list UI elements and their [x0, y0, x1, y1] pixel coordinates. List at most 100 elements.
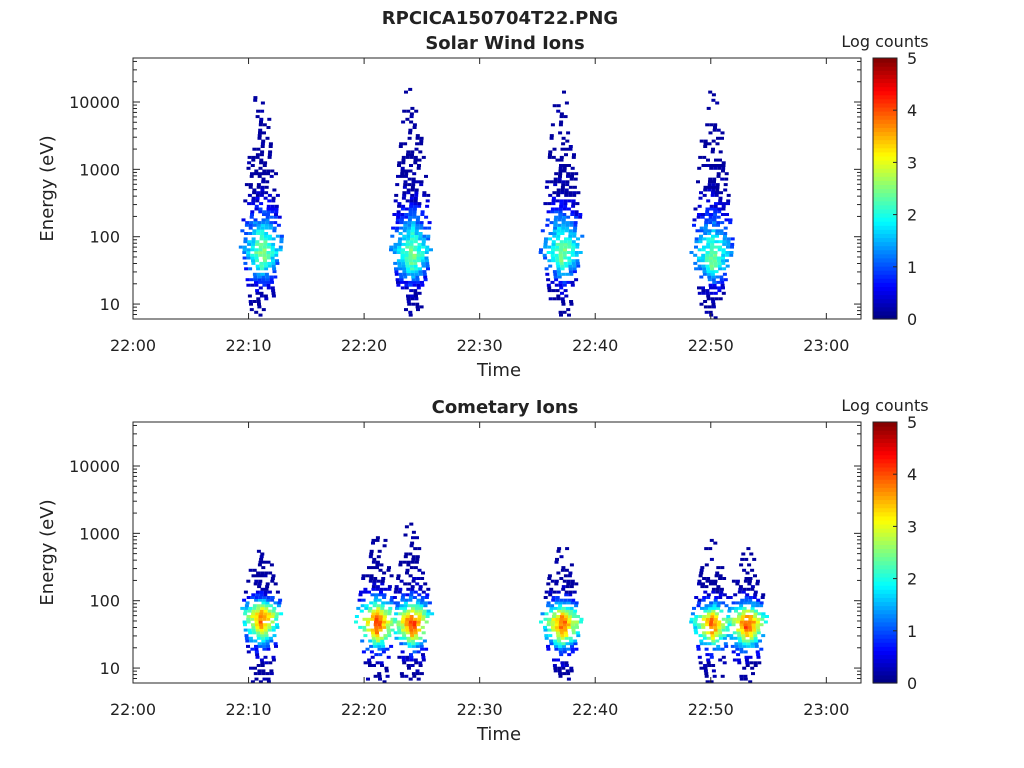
colorbar-segment	[873, 536, 897, 541]
spectrogram-cell	[417, 547, 422, 551]
spectrogram-cell	[553, 606, 558, 610]
spectrogram-cell	[699, 571, 704, 575]
spectrogram-cell	[547, 628, 552, 632]
spectrogram-cell	[556, 634, 561, 638]
spectrogram-cell	[700, 215, 705, 219]
spectrogram-cell	[571, 620, 575, 624]
spectrogram-cell	[701, 248, 706, 252]
spectrogram-cell	[371, 560, 376, 564]
spectrogram-cell	[259, 261, 264, 265]
spectrogram-cell	[255, 259, 259, 263]
spectrogram-cell	[403, 221, 408, 225]
spectrogram-cell	[383, 587, 388, 591]
spectrogram-cell	[273, 601, 278, 605]
spectrogram-cell	[275, 261, 280, 265]
spectrogram-cell	[696, 215, 701, 219]
spectrogram-cell	[567, 240, 572, 244]
spectrogram-cell	[394, 193, 399, 197]
spectrogram-cell	[544, 634, 549, 638]
spectrogram-cell	[715, 571, 720, 575]
spectrogram-cell	[262, 677, 267, 681]
spectrogram-cell	[398, 560, 403, 564]
spectrogram-cell	[243, 609, 248, 613]
spectrogram-cell	[569, 302, 574, 306]
spectrogram-cell	[403, 582, 408, 586]
spectrogram-cell	[259, 264, 264, 268]
spectrogram-cell	[415, 672, 420, 676]
spectrogram-cell	[707, 185, 712, 189]
spectrogram-cell	[403, 601, 408, 605]
spectrogram-cell	[252, 300, 257, 303]
spectrogram-cell	[708, 623, 713, 627]
spectrogram-cell	[718, 240, 723, 244]
spectrogram-cell	[264, 272, 269, 276]
spectrogram-cell	[251, 593, 256, 597]
spectrogram-cell	[718, 658, 723, 662]
spectrogram-cell	[551, 240, 556, 244]
spectrogram-cell	[742, 639, 746, 643]
spectrogram-cell	[548, 634, 553, 638]
spectrogram-cell	[551, 625, 555, 629]
colorbar-segment	[873, 70, 897, 75]
spectrogram-cell	[419, 601, 424, 605]
spectrogram-cell	[257, 672, 262, 676]
colorbar-segment	[873, 658, 897, 664]
spectrogram-cell	[261, 221, 266, 225]
spectrogram-cell	[419, 136, 424, 140]
spectrogram-cell	[405, 568, 410, 572]
spectrogram-cell	[714, 158, 718, 162]
spectrogram-cell	[415, 142, 420, 146]
spectrogram-cell	[368, 639, 373, 643]
spectrogram-cell	[713, 264, 718, 268]
spectrogram-cell	[559, 577, 564, 580]
spectrogram-cell	[416, 283, 421, 287]
spectrogram-cell	[266, 280, 270, 284]
spectrogram-cell	[749, 552, 754, 556]
spectrogram-cell	[256, 300, 261, 303]
spectrogram-cell	[260, 571, 265, 575]
spectrogram-cell	[417, 158, 422, 162]
spectrogram-cell	[549, 609, 554, 613]
spectrogram-cell	[564, 264, 569, 268]
spectrogram-cell	[374, 615, 379, 618]
spectrogram-cell	[564, 634, 569, 638]
spectrogram-cell	[554, 253, 559, 257]
spectrogram-cell	[559, 199, 564, 203]
y-tick-label: 10	[100, 295, 120, 314]
spectrogram-cell	[567, 620, 571, 624]
spectrogram-cell	[258, 560, 263, 564]
spectrogram-cell	[412, 215, 417, 219]
spectrogram-cell	[713, 628, 718, 632]
spectrogram-cell	[573, 221, 578, 225]
spectrogram-cell	[731, 579, 736, 583]
spectrogram-cell	[264, 297, 269, 301]
spectrogram-cell	[716, 604, 721, 608]
spectrogram-cell	[755, 582, 760, 586]
spectrogram-cell	[557, 609, 562, 613]
spectrogram-cell	[263, 294, 268, 298]
spectrogram-cell	[711, 275, 716, 279]
spectrogram-cell	[737, 636, 742, 640]
spectrogram-cell	[720, 623, 725, 627]
spectrogram-cell	[417, 568, 422, 572]
spectrogram-cell	[748, 577, 753, 580]
spectrogram-cell	[263, 240, 268, 244]
spectrogram-cell	[263, 237, 268, 241]
spectrogram-cell	[385, 623, 390, 627]
spectrogram-cell	[371, 612, 376, 616]
spectrogram-cell	[392, 251, 397, 254]
spectrogram-cell	[562, 251, 567, 254]
spectrogram-cell	[375, 536, 380, 540]
spectrogram-cell	[706, 199, 711, 203]
spectrogram-cell	[266, 245, 271, 249]
spectrogram-cell	[401, 264, 406, 268]
spectrogram-cell	[722, 577, 727, 580]
spectrogram-cell	[251, 609, 256, 613]
spectrogram-cell	[719, 278, 724, 282]
spectrogram-cell	[397, 264, 402, 268]
spectrogram-cell	[560, 636, 565, 640]
spectrogram-cell	[395, 606, 399, 610]
colorbar-tick-label: 5	[907, 413, 917, 432]
spectrogram-cell	[572, 615, 576, 618]
spectrogram-cell	[271, 628, 276, 632]
